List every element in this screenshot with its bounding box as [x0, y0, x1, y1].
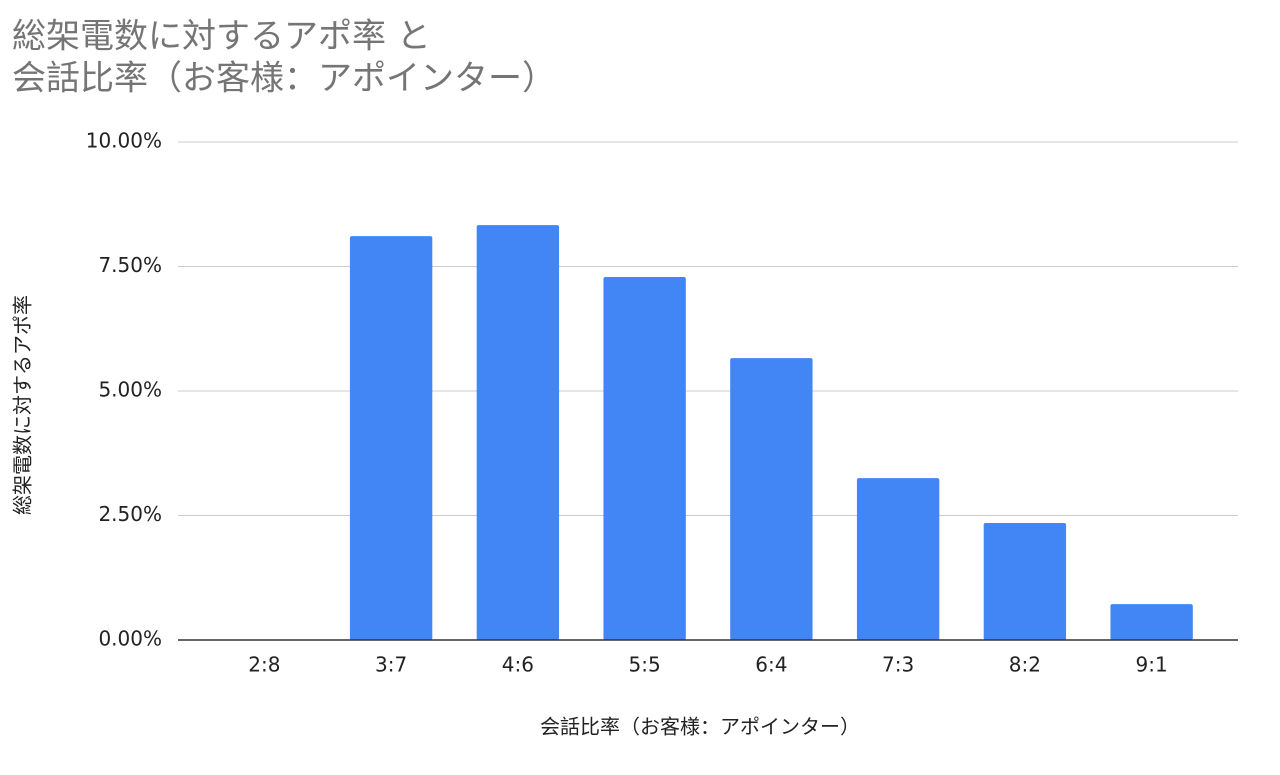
- chart-title: 会話比率（お客様：アポインター）: [12, 59, 556, 99]
- x-tick-label: 6:4: [755, 653, 787, 677]
- x-tick-label: 8:2: [1009, 653, 1041, 677]
- bar: [856, 478, 940, 640]
- bar: [983, 522, 1067, 640]
- bar: [349, 236, 433, 640]
- y-tick-label: 2.50%: [98, 502, 162, 526]
- bar: [730, 358, 813, 640]
- y-tick-label: 7.50%: [98, 253, 162, 277]
- y-tick-label: 0.00%: [98, 627, 162, 651]
- y-tick-label: 5.00%: [98, 378, 162, 402]
- bar: [1110, 604, 1193, 640]
- x-tick-label: 5:5: [629, 653, 661, 677]
- bar: [476, 225, 560, 640]
- x-tick-label: 4:6: [502, 653, 534, 677]
- bar: [603, 276, 686, 640]
- x-tick-label: 7:3: [882, 653, 914, 677]
- x-tick-label: 3:7: [375, 653, 407, 677]
- chart-title: 総架電数に対するアポ率 と: [12, 17, 431, 57]
- y-tick-label: 10.00%: [86, 129, 162, 153]
- x-axis-label: 会話比率（お客様：アポインター）: [540, 715, 860, 739]
- x-tick-label: 9:1: [1136, 653, 1168, 677]
- x-tick-label: 2:8: [248, 653, 280, 677]
- y-axis-label: 総架電数に対するアポ率: [11, 295, 35, 515]
